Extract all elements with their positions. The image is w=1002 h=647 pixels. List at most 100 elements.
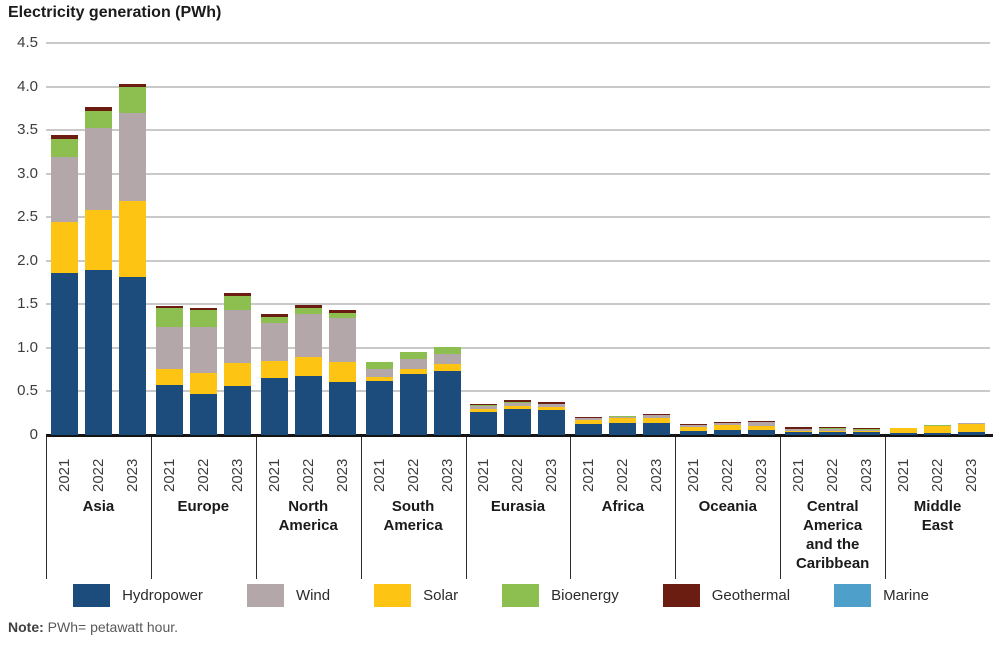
x-tick-label-year: 2022 bbox=[299, 458, 317, 492]
legend-swatch-geothermal bbox=[662, 584, 700, 607]
bar-segment-wind bbox=[680, 425, 708, 428]
bar-segment-hydropower bbox=[643, 422, 671, 435]
bar-segment-hydropower bbox=[470, 412, 498, 435]
bar-segment-wind bbox=[433, 354, 461, 365]
bar-segment-solar bbox=[714, 425, 742, 430]
bar-segment-geothermal bbox=[785, 426, 813, 429]
gridline bbox=[46, 259, 990, 262]
y-tick-label: 2.0 bbox=[17, 251, 38, 269]
bar-segment-wind bbox=[785, 428, 813, 431]
bar-segment-wind bbox=[575, 418, 603, 420]
x-tick-label-year: 2021 bbox=[160, 458, 178, 492]
bar-segment-wind bbox=[365, 368, 393, 377]
stacked-bar-asia-2021 bbox=[50, 134, 78, 435]
region-divider bbox=[46, 437, 47, 579]
region-bar-group bbox=[466, 43, 571, 435]
legend-label: Geothermal bbox=[711, 587, 791, 604]
year-label-row: 2021 2022 2023 bbox=[780, 442, 885, 492]
stacked-bar-south-america-2023 bbox=[433, 347, 461, 435]
x-tick-label-year: 2023 bbox=[753, 458, 771, 492]
year-label-row: 2021 2022 2023 bbox=[151, 442, 256, 492]
x-axis-line bbox=[46, 434, 993, 437]
stacked-bar-africa-2021 bbox=[575, 417, 603, 435]
bar-segment-solar bbox=[294, 356, 322, 376]
x-tick-label-year: 2023 bbox=[543, 458, 561, 492]
bar-segment-solar bbox=[748, 425, 776, 431]
stacked-bar-central-america-and-the-caribbean-2021 bbox=[785, 426, 813, 435]
bar-segment-wind bbox=[748, 421, 776, 426]
y-tick-label: 0 bbox=[29, 426, 38, 443]
stacked-bar-africa-2023 bbox=[643, 414, 671, 435]
bar-segment-bioenergy bbox=[84, 110, 112, 128]
y-tick-label: 3.0 bbox=[17, 164, 38, 182]
x-tick-label-year: 2021 bbox=[685, 458, 703, 492]
bar-segment-hydropower bbox=[958, 432, 986, 435]
plot-area bbox=[46, 42, 993, 437]
bar-segment-hydropower bbox=[84, 269, 112, 435]
legend-swatch-solar bbox=[374, 584, 412, 607]
bar-segment-bioenergy bbox=[223, 295, 251, 310]
bar-segment-wind bbox=[819, 428, 847, 431]
region-divider bbox=[780, 437, 782, 579]
bar-segment-solar bbox=[785, 430, 813, 432]
y-tick-label: 1.0 bbox=[17, 338, 38, 356]
region-bar-group bbox=[780, 43, 885, 435]
x-tick-label-year: 2023 bbox=[858, 458, 876, 492]
stacked-bar-middle-east-2021 bbox=[890, 428, 918, 435]
bar-segment-solar bbox=[890, 428, 918, 433]
region-bar-group bbox=[256, 43, 361, 435]
bar-segment-solar bbox=[504, 406, 532, 409]
region-label: Asia bbox=[82, 498, 115, 515]
bar-segment-geothermal bbox=[470, 403, 498, 406]
x-tick-label-year: 2022 bbox=[404, 458, 422, 492]
x-tick-label-year: 2023 bbox=[438, 458, 456, 492]
bar-segment-bioenergy bbox=[399, 352, 427, 360]
gridline bbox=[46, 172, 990, 175]
bar-segment-bioenergy bbox=[260, 316, 288, 323]
bar-segment-geothermal bbox=[50, 134, 78, 139]
gridline bbox=[46, 129, 990, 132]
bar-segment-hydropower bbox=[118, 277, 146, 435]
region-divider bbox=[360, 437, 362, 579]
region-bar-group bbox=[570, 43, 675, 435]
bar-segment-geothermal bbox=[155, 305, 183, 308]
region-bar-group bbox=[151, 43, 256, 435]
year-label-row: 2021 2022 2023 bbox=[256, 442, 361, 492]
legend-swatch-wind bbox=[246, 584, 284, 607]
bar-segment-geothermal bbox=[260, 313, 288, 317]
bar-segment-wind bbox=[609, 416, 637, 419]
bar-segment-geothermal bbox=[504, 400, 532, 403]
bar-segment-wind bbox=[538, 404, 566, 408]
x-tick-label-year: 2022 bbox=[194, 458, 212, 492]
bar-segment-geothermal bbox=[223, 293, 251, 296]
x-tick-label-year: 2021 bbox=[265, 458, 283, 492]
x-tick-label-year: 2021 bbox=[580, 458, 598, 492]
legend-item-marine: Marine bbox=[834, 584, 929, 607]
bar-segment-solar bbox=[189, 373, 217, 395]
bar-segment-hydropower bbox=[189, 394, 217, 435]
stacked-bar-eurasia-2021 bbox=[470, 403, 498, 435]
legend-label: Wind bbox=[295, 587, 331, 604]
x-tick-label-year: 2022 bbox=[89, 458, 107, 492]
bar-segment-hydropower bbox=[819, 431, 847, 435]
gridline bbox=[46, 85, 990, 88]
gridline bbox=[46, 390, 990, 393]
region-label: South America bbox=[383, 498, 443, 534]
chart-title: Electricity generation (PWh) bbox=[8, 4, 222, 21]
legend-item-bioenergy: Bioenergy bbox=[502, 584, 619, 607]
region-bar-group bbox=[46, 43, 151, 435]
x-tick-label-year: 2022 bbox=[719, 458, 737, 492]
bar-segment-solar bbox=[328, 361, 356, 382]
bar-segment-wind bbox=[189, 327, 217, 374]
stacked-bar-south-america-2021 bbox=[365, 361, 393, 435]
bar-segment-hydropower bbox=[748, 430, 776, 435]
region-bar-group bbox=[361, 43, 466, 435]
bar-segment-hydropower bbox=[504, 408, 532, 435]
x-tick-label-year: 2022 bbox=[509, 458, 527, 492]
bar-segment-solar bbox=[924, 425, 952, 433]
bar-segment-wind bbox=[470, 405, 498, 410]
stacked-bar-south-america-2022 bbox=[399, 352, 427, 435]
bar-segment-bioenergy bbox=[365, 361, 393, 369]
legend-item-hydropower: Hydropower bbox=[73, 584, 203, 607]
x-tick-label-year: 2023 bbox=[963, 458, 981, 492]
